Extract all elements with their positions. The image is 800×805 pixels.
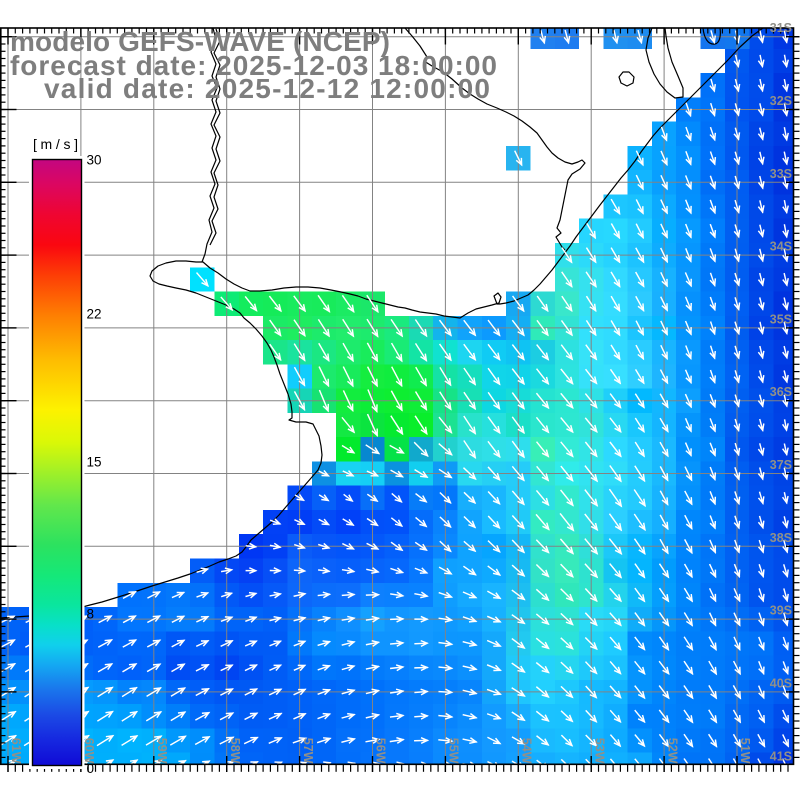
svg-text:33S: 33S	[770, 167, 792, 181]
svg-text:53W: 53W	[592, 738, 606, 764]
svg-text:39S: 39S	[770, 604, 792, 618]
svg-text:[m/s]: [m/s]	[33, 136, 78, 152]
svg-text:modelo GEFS-WAVE (NCEP): modelo GEFS-WAVE (NCEP)	[10, 26, 390, 57]
svg-text:59W: 59W	[155, 738, 169, 764]
svg-text:58W: 58W	[228, 738, 242, 764]
svg-text:61W: 61W	[9, 738, 23, 764]
svg-text:41S: 41S	[770, 750, 792, 764]
svg-text:40S: 40S	[770, 676, 792, 690]
svg-text:57W: 57W	[301, 738, 315, 764]
svg-text:valid date: 2025-12-12 12:00:0: valid date: 2025-12-12 12:00:00	[44, 73, 490, 104]
svg-text:38S: 38S	[770, 531, 792, 545]
svg-text:37S: 37S	[770, 458, 792, 472]
svg-text:22: 22	[87, 307, 102, 322]
svg-text:56W: 56W	[374, 738, 388, 764]
svg-text:55W: 55W	[447, 738, 461, 764]
svg-text:0: 0	[87, 761, 95, 776]
svg-text:60W: 60W	[82, 738, 96, 764]
svg-text:34S: 34S	[770, 240, 792, 254]
svg-text:31S: 31S	[770, 21, 792, 35]
svg-text:36S: 36S	[770, 385, 792, 399]
svg-text:15: 15	[87, 455, 102, 470]
svg-text:32S: 32S	[770, 94, 792, 108]
svg-text:52W: 52W	[665, 738, 679, 764]
svg-text:35S: 35S	[770, 312, 792, 326]
svg-text:8: 8	[87, 607, 95, 622]
svg-text:30: 30	[87, 153, 102, 168]
svg-text:54W: 54W	[520, 738, 534, 764]
svg-text:51W: 51W	[738, 738, 752, 764]
svg-text:forecast date: 2025-12-03 18:0: forecast date: 2025-12-03 18:00:00	[10, 50, 497, 81]
